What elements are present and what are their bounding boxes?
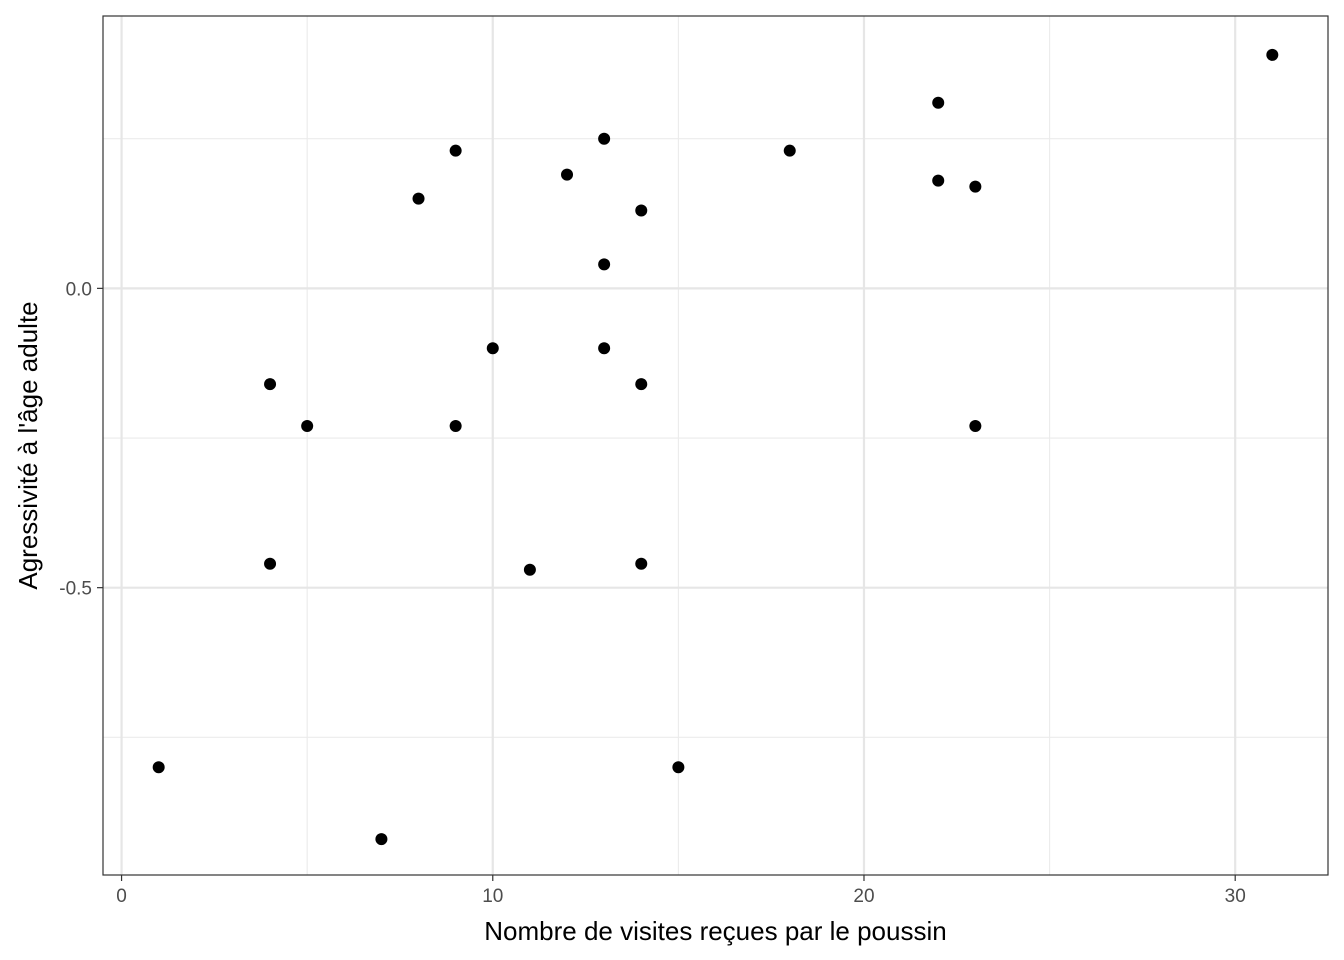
data-point <box>635 378 648 391</box>
data-point <box>449 144 462 157</box>
data-point <box>264 378 277 391</box>
data-point <box>561 168 574 181</box>
data-point <box>598 132 611 145</box>
data-point <box>264 557 277 570</box>
x-tick-label: 10 <box>482 886 503 907</box>
data-point <box>412 192 425 205</box>
x-axis-title: Nombre de visites reçues par le poussin <box>484 916 946 946</box>
data-point <box>449 420 462 433</box>
data-point <box>932 174 945 187</box>
x-tick-label: 30 <box>1225 886 1246 907</box>
data-point <box>635 204 648 217</box>
data-point <box>969 420 982 433</box>
x-tick-label: 0 <box>116 886 127 907</box>
y-axis-title: Agressivité à l'âge adulte <box>13 301 43 589</box>
y-axis: 0.0 -0.5 <box>59 279 103 600</box>
data-points <box>152 48 1279 846</box>
data-point <box>301 420 314 433</box>
data-point <box>783 144 796 157</box>
major-gridlines <box>103 16 1328 875</box>
data-point <box>598 258 611 271</box>
data-point <box>375 833 388 846</box>
panel-border <box>102 15 1329 876</box>
data-point <box>932 96 945 109</box>
data-point <box>672 761 685 774</box>
data-point <box>635 557 648 570</box>
data-point <box>486 342 499 355</box>
x-axis: 0 10 20 30 <box>116 875 1246 907</box>
data-point <box>152 761 165 774</box>
data-point <box>523 563 536 576</box>
y-tick-label: -0.5 <box>59 579 92 600</box>
y-tick-label: 0.0 <box>66 279 92 300</box>
data-point <box>1266 48 1279 61</box>
data-point <box>969 180 982 193</box>
x-tick-label: 20 <box>853 886 874 907</box>
data-point <box>598 342 611 355</box>
minor-gridlines <box>103 16 1328 875</box>
